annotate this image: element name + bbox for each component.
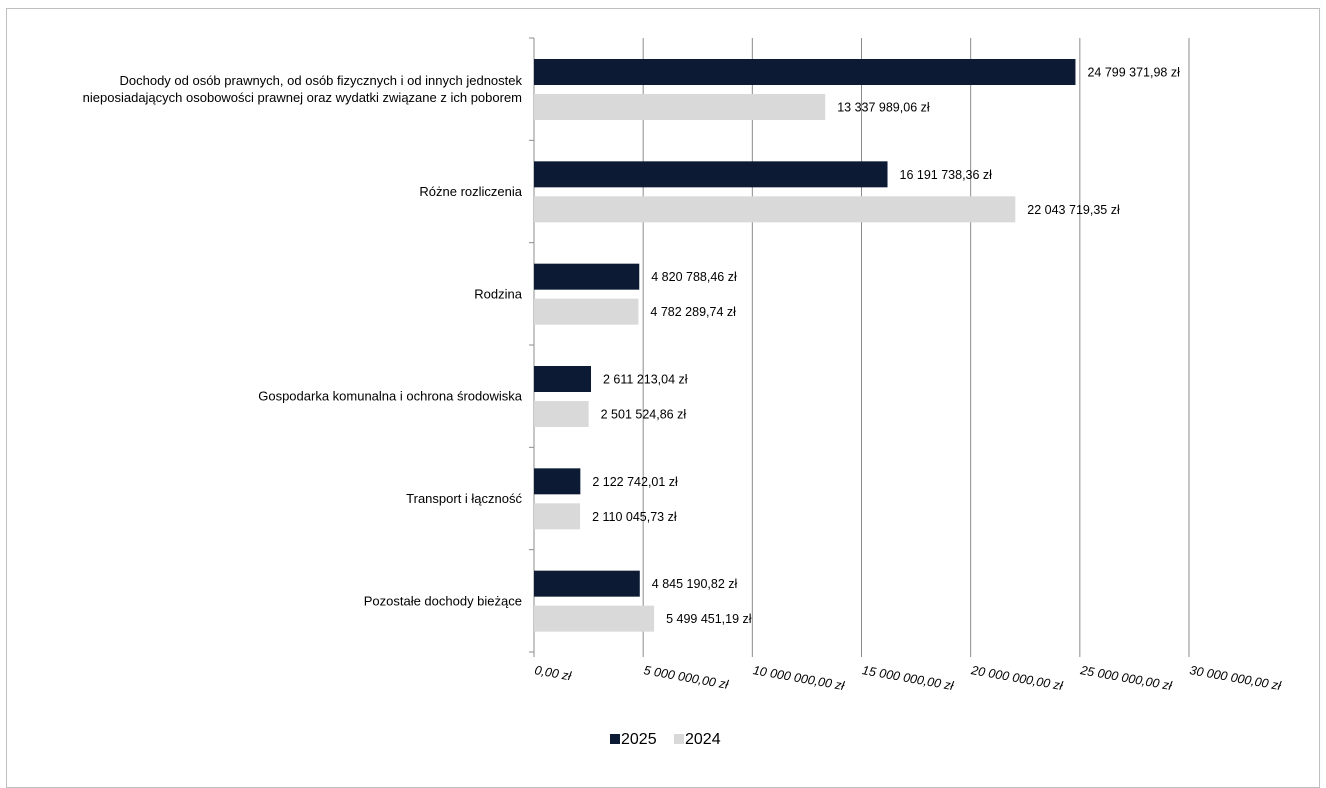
data-label-2025: 2 122 742,01 zł [592, 475, 678, 489]
x-tick-label: 10 000 000,00 zł [752, 663, 847, 693]
category-label: Rodzina [474, 286, 522, 301]
legend-swatch-2024 [674, 734, 684, 744]
bar-2025 [534, 161, 888, 188]
data-label-2025: 24 799 371,98 zł [1087, 66, 1180, 80]
data-label-2025: 4 820 788,46 zł [651, 270, 737, 284]
category-label: Różne rozliczenia [419, 184, 522, 199]
data-label-2024: 2 110 045,73 zł [592, 510, 677, 524]
data-label-2024: 5 499 451,19 zł [666, 612, 752, 626]
category-label: nieposiadających osobowości prawnej oraz… [83, 90, 522, 105]
x-tick-label: 25 000 000,00 zł [1078, 663, 1174, 693]
x-tick-label: 15 000 000,00 zł [861, 663, 956, 693]
x-tick-label: 30 000 000,00 zł [1188, 663, 1283, 693]
bar-2024 [534, 94, 826, 120]
x-tick-label: 20 000 000,00 zł [969, 663, 1065, 693]
legend-label-2025: 2025 [621, 731, 657, 748]
legend-swatch-2025 [610, 734, 620, 744]
data-label-2024: 22 043 719,35 zł [1027, 203, 1120, 217]
bar-2024 [534, 605, 655, 632]
bar-2025 [534, 468, 581, 495]
x-tick-label: 0,00 zł [533, 663, 573, 683]
data-label-2024: 4 782 289,74 zł [650, 305, 736, 319]
x-tick-label: 5 000 000,00 zł [643, 663, 731, 692]
data-label-2025: 2 611 213,04 zł [603, 373, 688, 387]
bar-2024 [534, 298, 639, 325]
data-label-2024: 2 501 524,86 zł [601, 408, 687, 422]
bar-2024 [534, 503, 581, 530]
bar-2024 [534, 401, 589, 427]
category-label: Dochody od osób prawnych, od osób fizycz… [119, 73, 522, 88]
bar-2025 [534, 570, 640, 597]
bar-2025 [534, 366, 592, 392]
legend-label-2024: 2024 [685, 731, 721, 748]
bar-2025 [534, 59, 1076, 85]
category-label: Pozostałe dochody bieżące [364, 593, 522, 608]
data-label-2025: 16 191 738,36 zł [900, 168, 993, 182]
bar-chart: 0,00 zł 5 000 000,00 zł 10 000 000,00 zł 15… [83, 37, 1283, 748]
data-label-2025: 4 845 190,82 zł [652, 577, 738, 591]
category-label: Gospodarka komunalna i ochrona środowisk… [258, 389, 523, 404]
data-label-2024: 13 337 989,06 zł [837, 101, 930, 115]
category-label: Transport i łączność [406, 491, 522, 506]
bar-2024 [534, 196, 1016, 223]
bar-2025 [534, 263, 640, 290]
